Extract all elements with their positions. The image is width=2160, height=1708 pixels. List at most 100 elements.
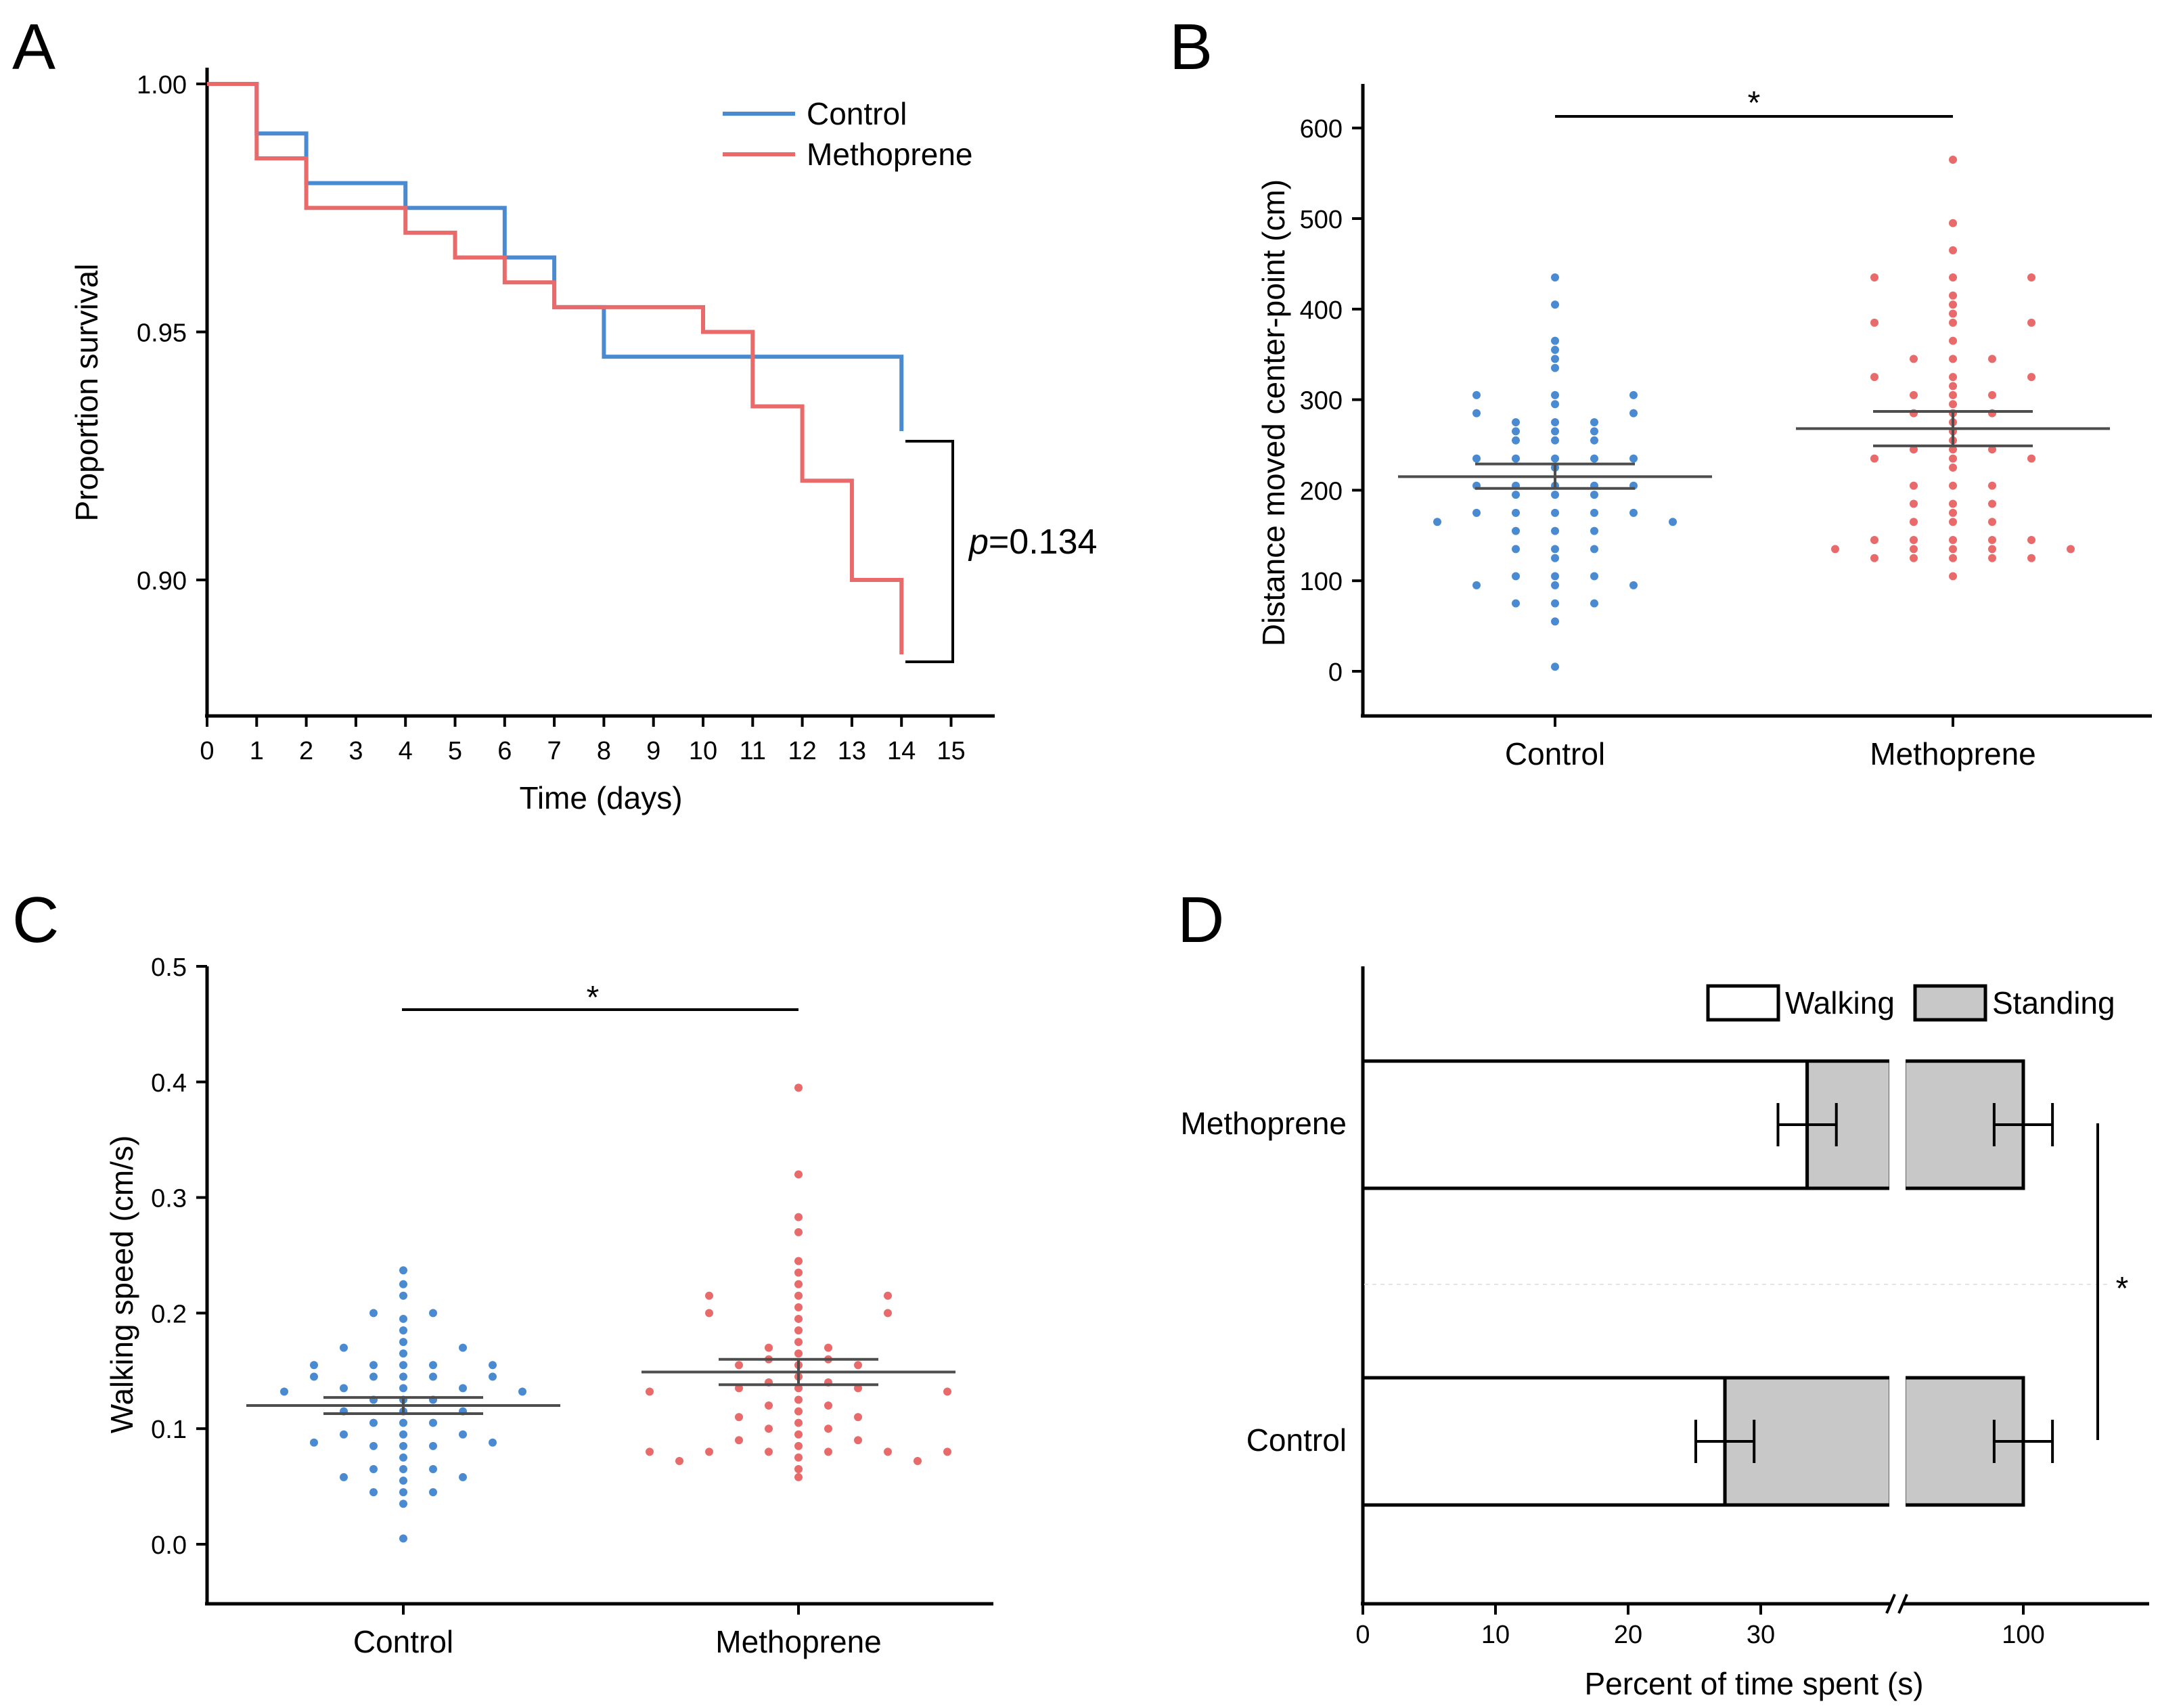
data-point [1512, 508, 1520, 517]
data-point [1472, 409, 1481, 418]
data-point [1870, 535, 1878, 544]
mean-sem-bars [246, 1357, 955, 1415]
data-point [2027, 535, 2035, 544]
data-point [735, 1413, 743, 1422]
data-point [705, 1309, 713, 1318]
y-tick-label: 0.5 [151, 953, 187, 982]
data-point [1988, 499, 1996, 508]
data-point [1949, 554, 1957, 562]
data-point [765, 1401, 773, 1410]
y-tick-label: 0.3 [151, 1185, 187, 1213]
data-point [369, 1418, 378, 1427]
p-value-bracket [905, 440, 954, 663]
data-point [794, 1430, 803, 1439]
data-point [1949, 373, 1957, 382]
data-points [1433, 156, 2075, 671]
data-point [1949, 481, 1957, 490]
data-point [1551, 400, 1559, 409]
data-point [399, 1534, 407, 1543]
axis-break-mark-1 [1885, 1594, 1896, 1614]
data-point [340, 1430, 348, 1439]
data-point [429, 1488, 437, 1497]
data-point [794, 1384, 803, 1393]
data-point [1949, 156, 1957, 164]
data-point [1910, 535, 1918, 544]
data-point [340, 1384, 348, 1393]
data-point [518, 1387, 526, 1396]
data-point [399, 1280, 407, 1288]
data-point [429, 1441, 437, 1450]
data-point [1949, 390, 1957, 399]
data-point [1512, 454, 1520, 463]
data-point [399, 1430, 407, 1439]
y-axis-label: Proportion survival [69, 264, 104, 522]
data-point [1910, 481, 1918, 490]
data-point [794, 1407, 803, 1416]
x-tick-label: 3 [348, 737, 363, 765]
data-point [2027, 273, 2035, 282]
data-point [824, 1401, 832, 1410]
y-tick-label: 0.1 [151, 1416, 187, 1444]
panel-a: A 0 1 2 3 4 5 6 7 8 9 10 11 12 13 14 15 0.900.951.00 Ti… [12, 11, 1097, 815]
data-point [794, 1338, 803, 1347]
data-points [280, 1083, 951, 1543]
data-point [1472, 454, 1481, 463]
data-point [1988, 535, 1996, 544]
data-point [765, 1343, 773, 1352]
data-point [2027, 454, 2035, 463]
data-point [459, 1343, 467, 1352]
y-tick-label: 0 [1328, 658, 1343, 687]
data-point [1669, 518, 1677, 526]
data-point [1551, 273, 1559, 282]
axis-break-gap [1889, 1058, 1906, 1191]
data-point [765, 1424, 773, 1433]
data-point [1590, 491, 1598, 499]
bar-walking-control [1361, 1376, 1727, 1507]
data-point [824, 1447, 832, 1456]
data-point [1949, 382, 1957, 390]
data-point [399, 1464, 407, 1473]
data-point [854, 1384, 862, 1393]
data-point [1949, 291, 1957, 300]
data-point [1949, 545, 1957, 554]
data-point [1988, 545, 1996, 554]
data-point [1590, 427, 1598, 436]
x-tick-label: 7 [547, 737, 562, 765]
data-point [1551, 454, 1559, 463]
data-point [794, 1473, 803, 1481]
data-point [2027, 373, 2035, 382]
data-point [1949, 463, 1957, 472]
data-point [794, 1257, 803, 1265]
legend-label-walking: Walking [1785, 985, 1895, 1020]
data-point [2027, 318, 2035, 327]
data-point [1551, 599, 1559, 608]
y-ticks: 0.0 0.1 0.2 0.3 0.4 0.5 [151, 953, 207, 1560]
legend-label-methoprene: Methoprene [807, 137, 973, 172]
data-point [399, 1477, 407, 1485]
data-point [1512, 427, 1520, 436]
data-point [794, 1291, 803, 1300]
data-point [854, 1413, 862, 1422]
data-point [399, 1384, 407, 1393]
data-point [1472, 508, 1481, 517]
data-point [1870, 273, 1878, 282]
survival-line-control [207, 82, 904, 432]
data-point [399, 1500, 407, 1508]
data-point [794, 1213, 803, 1221]
data-point [1870, 318, 1878, 327]
data-point [489, 1438, 497, 1447]
data-point [340, 1473, 348, 1481]
data-point [1629, 581, 1638, 589]
data-point [1949, 300, 1957, 309]
data-point [429, 1309, 437, 1318]
data-point [399, 1488, 407, 1497]
category-label-methoprene: Methoprene [1181, 1106, 1347, 1141]
data-point [1910, 445, 1918, 454]
y-ticks: 0 100 200 300 400 500 600 [1300, 115, 1363, 687]
data-point [854, 1436, 862, 1445]
panel-label-b: B [1169, 11, 1213, 83]
data-point [705, 1447, 713, 1456]
data-point [854, 1361, 862, 1370]
legend-swatch-standing [1913, 984, 1987, 1022]
